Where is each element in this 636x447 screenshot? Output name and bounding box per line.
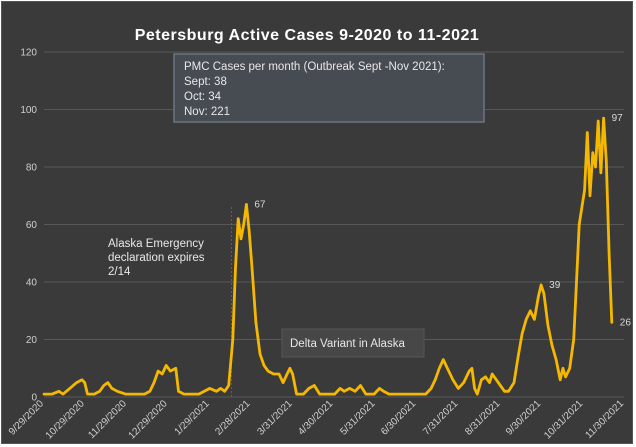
- x-tick-label: 10/29/2020: [44, 398, 87, 441]
- y-axis-ticks: 0 20 40 60 80 100 120: [20, 48, 37, 404]
- emergency-note-line: 2/14: [108, 266, 131, 278]
- x-tick-label: 12/29/2020: [127, 398, 170, 441]
- pmc-box: [173, 53, 485, 123]
- point-label: 67: [254, 199, 266, 210]
- x-tick-label: 11/29/2020: [86, 398, 129, 441]
- delta-note: Delta Variant in Alaska: [290, 338, 405, 350]
- x-tick-label: 9/29/2020: [7, 398, 47, 438]
- point-labels: 67 39 97 26: [254, 113, 631, 328]
- delta-box: [281, 328, 425, 358]
- x-tick-label: 10/31/2021: [542, 398, 585, 441]
- point-label: 97: [612, 113, 624, 124]
- annotations: PMC Cases per month (Outbreak Sept -Nov …: [108, 53, 485, 397]
- y-tick-label: 80: [26, 163, 38, 174]
- x-tick-label: 8/31/2021: [463, 398, 503, 438]
- x-tick-label: 11/30/2021: [583, 398, 626, 441]
- x-tick-label: 5/31/2021: [338, 398, 378, 438]
- y-tick-label: 60: [26, 220, 38, 231]
- point-label: 26: [620, 317, 632, 328]
- pmc-box-line: Oct: 34: [184, 91, 222, 103]
- chart-title: Petersburg Active Cases 9-2020 to 11-202…: [135, 27, 480, 44]
- y-tick-label: 100: [20, 105, 37, 116]
- pmc-box-line: Nov: 221: [184, 106, 230, 118]
- series-layer: [42, 116, 614, 396]
- y-tick-label: 0: [31, 393, 37, 404]
- pmc-box-line: Sept: 38: [184, 76, 227, 88]
- x-tick-label: 7/31/2021: [421, 398, 461, 438]
- series-line: [42, 116, 614, 396]
- point-label: 39: [549, 280, 561, 291]
- y-tick-label: 40: [26, 278, 38, 289]
- emergency-note-line: Alaska Emergency: [108, 238, 204, 250]
- x-tick-label: 4/30/2021: [296, 398, 336, 438]
- y-tick-label: 120: [20, 48, 37, 59]
- x-tick-label: 9/30/2021: [504, 398, 544, 438]
- y-tick-label: 20: [26, 335, 38, 346]
- x-tick-label: 3/31/2021: [255, 398, 295, 438]
- pmc-box-line: PMC Cases per month (Outbreak Sept -Nov …: [184, 61, 445, 73]
- x-tick-label: 2/28/2021: [213, 398, 253, 438]
- x-tick-label: 1/29/2021: [173, 398, 213, 438]
- emergency-note-line: declaration expires: [108, 252, 205, 264]
- x-tick-label: 6/30/2021: [379, 398, 419, 438]
